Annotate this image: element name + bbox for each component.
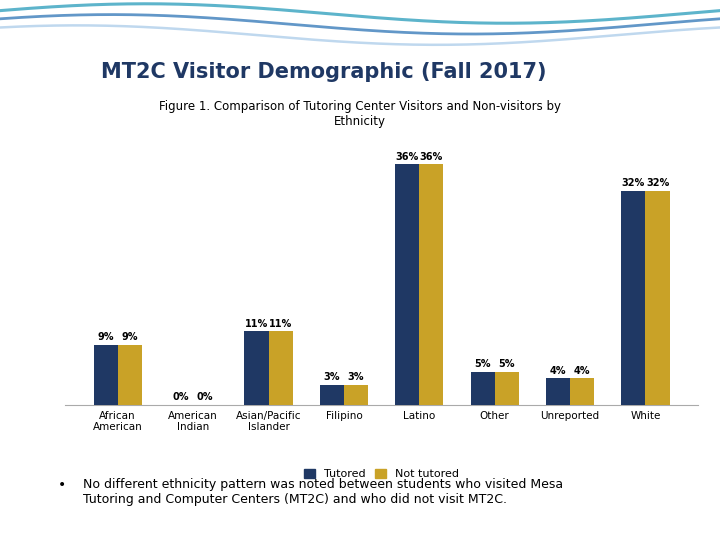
Text: 9%: 9%: [122, 332, 138, 342]
Text: No different ethnicity pattern was noted between students who visited Mesa
Tutor: No different ethnicity pattern was noted…: [83, 478, 563, 506]
Text: 3%: 3%: [348, 372, 364, 382]
Text: 9%: 9%: [97, 332, 114, 342]
Text: 11%: 11%: [269, 319, 292, 329]
Text: Figure 1. Comparison of Tutoring Center Visitors and Non-visitors by
Ethnicity: Figure 1. Comparison of Tutoring Center …: [159, 100, 561, 128]
Text: 11%: 11%: [245, 319, 268, 329]
Text: 32%: 32%: [622, 178, 645, 188]
Legend: Tutored, Not tutored: Tutored, Not tutored: [300, 464, 463, 484]
Bar: [395, 164, 419, 405]
Bar: [471, 372, 495, 405]
Text: 3%: 3%: [323, 372, 340, 382]
Text: 32%: 32%: [646, 178, 669, 188]
Text: 36%: 36%: [395, 152, 419, 161]
Bar: [621, 191, 645, 405]
Text: 4%: 4%: [574, 366, 590, 376]
Bar: [320, 385, 344, 405]
Text: 0%: 0%: [197, 393, 213, 402]
Text: •: •: [58, 478, 66, 492]
Bar: [546, 378, 570, 405]
Bar: [495, 372, 519, 405]
Text: MT2C Visitor Demographic (Fall 2017): MT2C Visitor Demographic (Fall 2017): [101, 62, 546, 82]
Text: 4%: 4%: [550, 366, 566, 376]
Text: 0%: 0%: [173, 393, 189, 402]
Bar: [269, 332, 292, 405]
Text: 5%: 5%: [498, 359, 515, 369]
Text: 36%: 36%: [420, 152, 443, 161]
Bar: [344, 385, 368, 405]
Text: 5%: 5%: [474, 359, 491, 369]
Bar: [645, 191, 670, 405]
Bar: [118, 345, 142, 405]
Bar: [419, 164, 444, 405]
Bar: [94, 345, 118, 405]
Bar: [570, 378, 594, 405]
Bar: [244, 332, 269, 405]
